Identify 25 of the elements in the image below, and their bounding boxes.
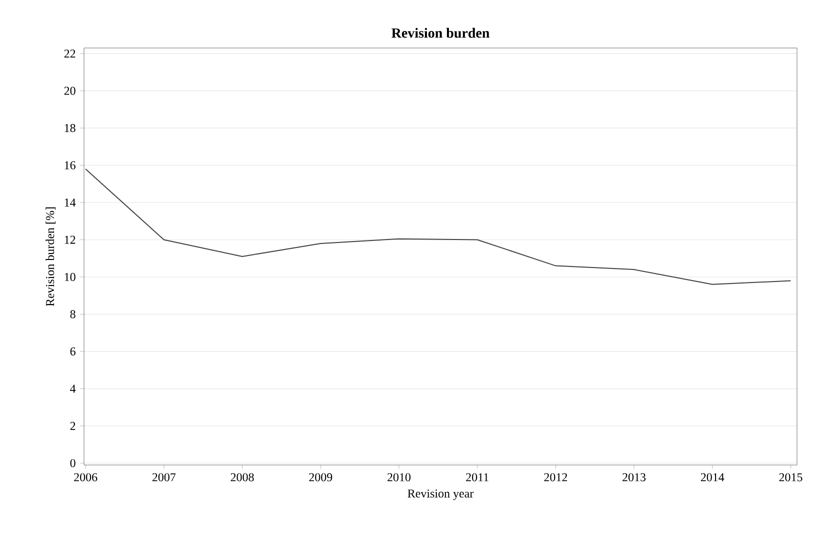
x-tick-label: 2015 xyxy=(779,473,802,482)
y-tick-label: 20 xyxy=(64,86,76,95)
y-tick-label: 2 xyxy=(70,422,76,430)
chart-title: Revision burden xyxy=(392,28,490,38)
x-tick-label: 2008 xyxy=(230,473,254,482)
x-tick-label: 2010 xyxy=(388,473,411,482)
y-tick-label: 6 xyxy=(70,347,76,356)
y-tick-label: 10 xyxy=(64,272,76,282)
x-tick-label: 2006 xyxy=(74,473,98,482)
y-tick-label: 8 xyxy=(70,310,76,318)
y-tick-label: 16 xyxy=(64,161,76,170)
x-tick-label: 2011 xyxy=(466,473,488,482)
x-tick-label: 2013 xyxy=(622,473,646,482)
x-axis-title: Revision year xyxy=(408,489,474,500)
y-axis-title: Revision burden [%] xyxy=(46,207,56,306)
y-tick-label: 4 xyxy=(70,384,76,393)
y-tick-label: 18 xyxy=(64,124,76,132)
y-tick-label: 14 xyxy=(64,198,76,206)
y-tick-label: 22 xyxy=(64,50,76,58)
y-tick-label: 0 xyxy=(70,459,76,468)
x-tick-label: 2009 xyxy=(309,473,332,482)
x-tick-label: 2007 xyxy=(152,473,176,482)
y-tick-label: 12 xyxy=(64,236,76,244)
x-tick-label: 2012 xyxy=(544,473,568,482)
x-tick-label: 2014 xyxy=(700,473,724,482)
